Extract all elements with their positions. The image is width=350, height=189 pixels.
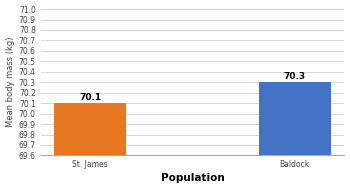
Bar — [54, 103, 126, 155]
Text: 70.1: 70.1 — [79, 93, 101, 101]
Text: 70.3: 70.3 — [284, 72, 306, 81]
Bar — [259, 82, 331, 155]
X-axis label: Population: Population — [161, 174, 224, 184]
Y-axis label: Mean body mass (kg): Mean body mass (kg) — [6, 37, 15, 128]
